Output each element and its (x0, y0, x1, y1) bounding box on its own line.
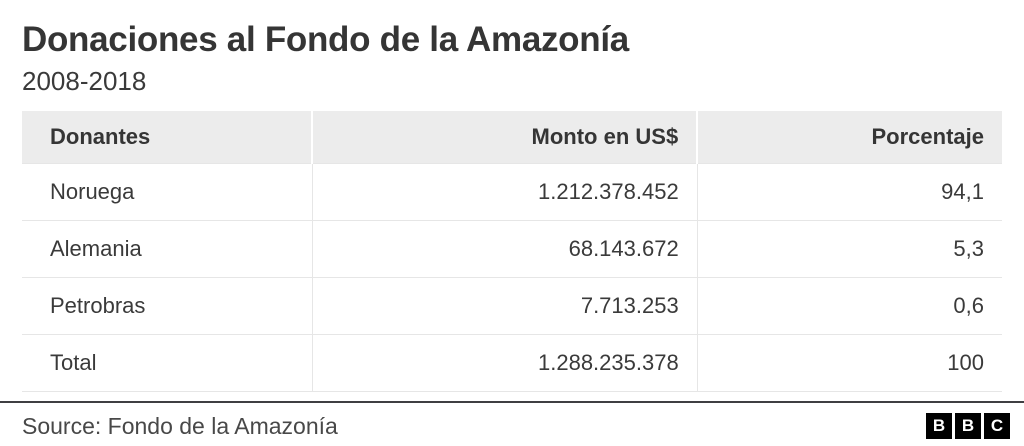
table-row: Petrobras 7.713.253 0,6 (22, 277, 1002, 335)
donor-percentage: 94,1 (696, 163, 1002, 221)
bbc-logo-letter: B (926, 413, 952, 439)
donor-percentage: 5,3 (696, 220, 1002, 278)
total-label: Total (22, 334, 313, 392)
bbc-logo-letter: B (955, 413, 981, 439)
donor-name: Noruega (22, 163, 313, 221)
table-row-total: Total 1.288.235.378 100 (22, 334, 1002, 392)
donor-amount: 7.713.253 (311, 277, 698, 335)
bbc-logo-letter: C (984, 413, 1010, 439)
total-amount: 1.288.235.378 (311, 334, 698, 392)
donor-percentage: 0,6 (696, 277, 1002, 335)
column-header-porcentaje: Porcentaje (696, 111, 1002, 164)
table-row: Noruega 1.212.378.452 94,1 (22, 163, 1002, 221)
source-attribution: Source: Fondo de la Amazonía (22, 413, 338, 439)
table-header-row: Donantes Monto en US$ Porcentaje (22, 111, 1002, 164)
donor-name: Petrobras (22, 277, 313, 335)
page-subtitle: 2008-2018 (22, 66, 147, 96)
donations-table: Donantes Monto en US$ Porcentaje Noruega… (22, 111, 1002, 392)
donor-name: Alemania (22, 220, 313, 278)
total-percentage: 100 (696, 334, 1002, 392)
page-title: Donaciones al Fondo de la Amazonía (22, 20, 629, 59)
table-row: Alemania 68.143.672 5,3 (22, 220, 1002, 278)
donor-amount: 68.143.672 (311, 220, 698, 278)
bbc-logo-icon: B B C (926, 413, 1010, 439)
column-header-donantes: Donantes (22, 111, 313, 164)
column-header-monto: Monto en US$ (311, 111, 698, 164)
donor-amount: 1.212.378.452 (311, 163, 698, 221)
footer: Source: Fondo de la Amazonía B B C (0, 401, 1024, 440)
infographic: Donaciones al Fondo de la Amazonía 2008-… (22, 20, 1002, 392)
